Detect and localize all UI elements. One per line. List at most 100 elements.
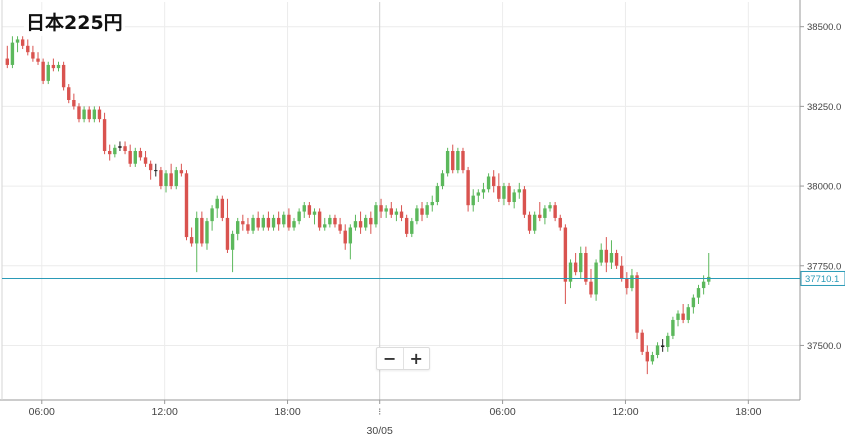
x-tick-label: 12:00 (612, 406, 638, 418)
candle-body (97, 109, 102, 120)
candle-body (266, 217, 271, 228)
candle-body (492, 176, 496, 187)
candle-body (558, 217, 562, 228)
candle-body (241, 221, 245, 225)
candle-body (358, 221, 363, 228)
candle-body (113, 147, 117, 155)
candle-body (666, 335, 670, 348)
candle-body (410, 221, 414, 234)
candle-body (282, 214, 286, 225)
candle-body (671, 319, 675, 336)
candle-body (630, 275, 634, 289)
candle-body (512, 192, 516, 202)
candle-body (364, 217, 368, 228)
candle-body (189, 237, 194, 244)
candle-body (236, 221, 240, 234)
y-tick-label: 38500.0 (807, 22, 841, 33)
candle-body (205, 221, 209, 244)
candle-body (676, 313, 680, 320)
candle-body (174, 170, 178, 187)
candle-body (108, 151, 112, 155)
candle-body (67, 87, 71, 100)
candle-body (61, 64, 66, 88)
candle-body (200, 217, 204, 244)
candle-body (323, 224, 327, 228)
candle-body (338, 224, 342, 231)
candle-body (420, 208, 424, 215)
current-price-box (800, 270, 845, 286)
x-tick-dots: ⁝ (378, 407, 381, 418)
candle-body (292, 221, 296, 228)
candle-body (389, 208, 393, 215)
candle-body (527, 214, 532, 231)
candle-body (543, 208, 547, 218)
candle-body (36, 58, 40, 62)
candle-body (620, 265, 624, 279)
candle-body (691, 297, 696, 308)
candle-body (394, 211, 399, 215)
y-tick-label: 37750.0 (807, 261, 841, 272)
candle-body (225, 217, 230, 250)
candle-body (507, 186, 511, 202)
x-tick-label: 18:00 (274, 406, 300, 418)
candle-body (31, 52, 35, 59)
candle-body (532, 214, 537, 231)
candle-body (466, 170, 470, 206)
candle-body (614, 253, 619, 266)
candle-body (328, 217, 332, 225)
x-tick-label: 12:00 (152, 406, 178, 418)
candle-body (77, 106, 81, 120)
candle-body (10, 42, 15, 65)
candle-body (573, 262, 578, 273)
candle-body (445, 151, 450, 174)
candle-body (297, 211, 301, 222)
candle-body (46, 64, 50, 81)
candle-body (333, 217, 337, 225)
candle-body (159, 170, 163, 187)
candle-body (430, 202, 434, 206)
candle-body (379, 205, 383, 212)
candle-body (399, 211, 404, 218)
zoom-in-button[interactable]: + (402, 348, 430, 369)
candle-body (538, 214, 542, 218)
plot-background (2, 2, 800, 400)
y-tick-label: 38250.0 (807, 102, 841, 113)
zoom-out-button[interactable]: − (383, 348, 397, 368)
candle-body (553, 205, 557, 218)
candle-body (348, 227, 353, 244)
candle-body (440, 173, 445, 187)
candle-body (625, 278, 629, 289)
candle-body (118, 146, 122, 148)
candle-body (317, 211, 322, 228)
candle-body (133, 151, 137, 164)
candle-body (184, 173, 189, 238)
x-tick-label: 18:00 (735, 406, 761, 418)
candle-body (404, 217, 409, 234)
candle-body (435, 186, 440, 202)
candle-body (374, 205, 378, 225)
zoom-controls: − + (376, 347, 430, 370)
candle-body (517, 189, 521, 193)
candle-body (82, 109, 86, 120)
candle-body (599, 249, 603, 263)
candle-body (502, 186, 506, 199)
candle-body (220, 198, 225, 218)
candle-body (568, 262, 573, 282)
candle-body (645, 351, 649, 362)
candle-body (584, 253, 588, 282)
current-price-label: 37710.1 (805, 274, 839, 285)
candle-body (579, 253, 583, 273)
candle-body (456, 151, 460, 171)
candle-body (87, 109, 91, 120)
candle-body (41, 61, 45, 81)
candle-body (215, 198, 219, 209)
candle-body (179, 170, 184, 174)
candle-body (312, 211, 317, 215)
candle-body (256, 217, 260, 228)
candle-body (20, 39, 25, 46)
candle-body (246, 224, 250, 231)
candle-body (461, 151, 465, 171)
candle-body (650, 355, 655, 362)
